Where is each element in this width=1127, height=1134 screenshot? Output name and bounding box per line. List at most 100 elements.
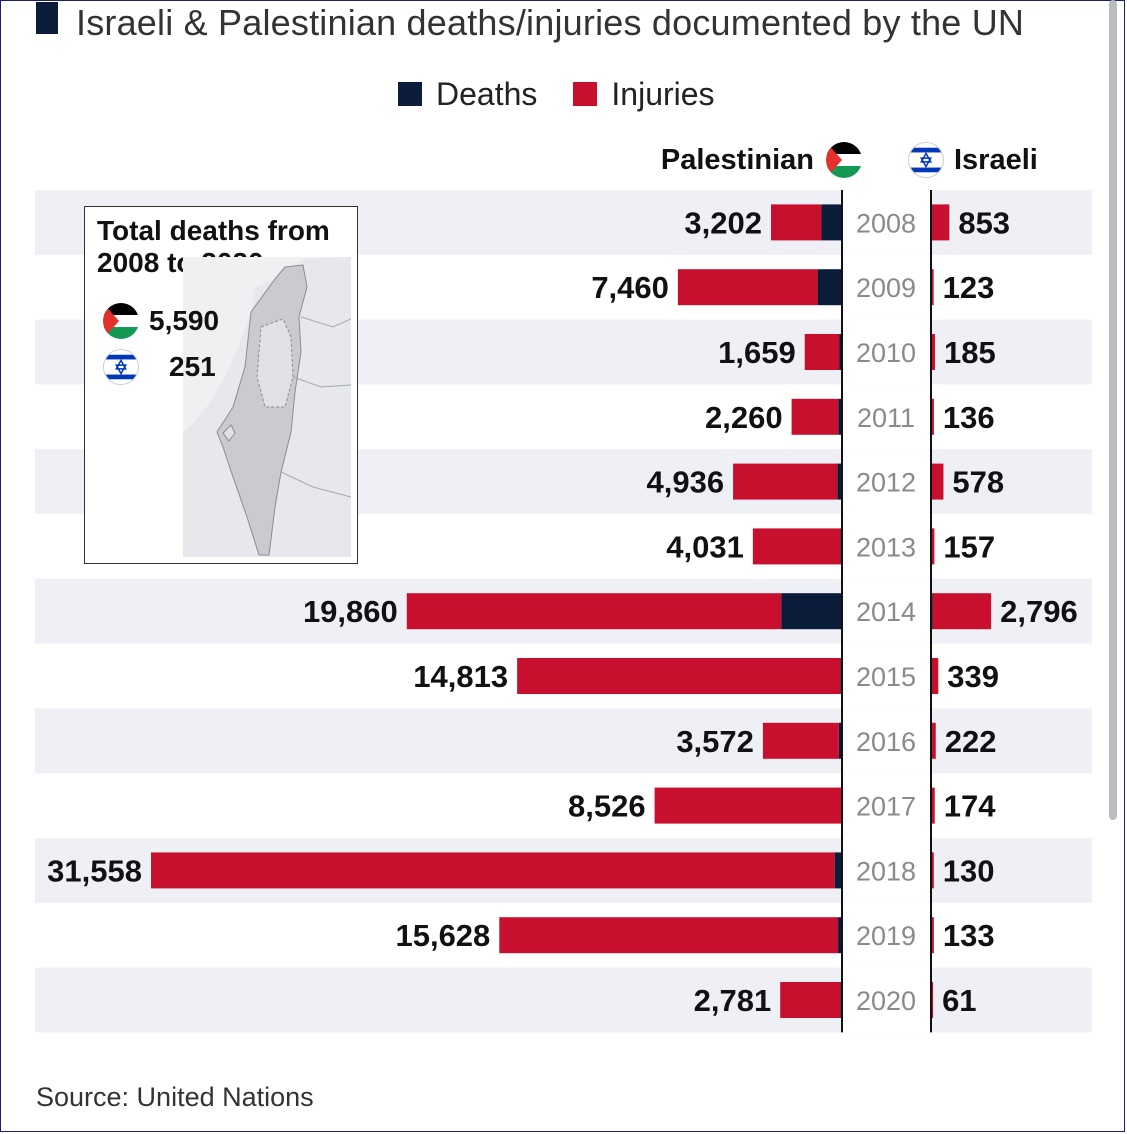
label-palestinian-total-2016: 3,572 bbox=[676, 724, 754, 759]
year-label-2008: 2008 bbox=[856, 208, 916, 238]
bar-israeli-injuries-2012 bbox=[931, 463, 944, 500]
bar-palestinian-deaths-2012 bbox=[837, 463, 841, 500]
bar-palestinian-deaths-2008 bbox=[821, 204, 841, 241]
bar-israeli-injuries-2011 bbox=[931, 398, 934, 435]
label-palestinian-total-2020: 2,781 bbox=[694, 983, 772, 1018]
label-palestinian-total-2013: 4,031 bbox=[666, 529, 744, 564]
label-israeli-total-2016: 222 bbox=[945, 724, 997, 759]
year-cell-bg bbox=[841, 838, 931, 903]
bar-israeli-injuries-2013 bbox=[931, 528, 935, 565]
label-palestinian-total-2010: 1,659 bbox=[718, 335, 796, 370]
israel-flag-icon bbox=[103, 349, 139, 385]
year-cell-bg bbox=[841, 449, 931, 514]
bar-palestinian-injuries-2013 bbox=[752, 528, 841, 565]
label-israeli-total-2013: 157 bbox=[943, 529, 995, 564]
label-israeli-total-2014: 2,796 bbox=[1000, 594, 1078, 629]
legend-swatch-injuries bbox=[573, 82, 598, 106]
bar-israeli-injuries-2016 bbox=[931, 722, 936, 759]
label-palestinian-total-2017: 8,526 bbox=[568, 789, 646, 824]
bar-palestinian-injuries-2008 bbox=[770, 204, 822, 241]
legend-swatch-deaths bbox=[398, 82, 422, 106]
bar-palestinian-injuries-2019 bbox=[499, 917, 839, 954]
israeli-header-label: Israeli bbox=[954, 143, 1038, 176]
bar-palestinian-deaths-2019 bbox=[838, 917, 841, 954]
legend-item-deaths: Deaths bbox=[398, 76, 537, 113]
bar-israeli-injuries-2017 bbox=[931, 787, 935, 824]
label-israeli-total-2015: 339 bbox=[947, 659, 999, 694]
label-palestinian-total-2009: 7,460 bbox=[591, 270, 669, 305]
year-label-2010: 2010 bbox=[856, 338, 916, 368]
israeli-header: Israeli bbox=[908, 138, 1038, 182]
bar-palestinian-injuries-2010 bbox=[804, 334, 840, 370]
palestine-flag-icon bbox=[826, 142, 862, 178]
bar-palestinian-deaths-2010 bbox=[839, 334, 841, 370]
bar-palestinian-injuries-2014 bbox=[406, 593, 782, 630]
label-israeli-total-2009: 123 bbox=[943, 270, 995, 305]
inset-total-deaths: Total deaths from 2008 to 2020 5,590 bbox=[84, 206, 358, 564]
label-palestinian-total-2019: 15,628 bbox=[395, 918, 490, 953]
year-cell-bg bbox=[841, 190, 931, 255]
bar-palestinian-injuries-2018 bbox=[151, 852, 835, 889]
bar-palestinian-injuries-2011 bbox=[791, 398, 839, 435]
label-palestinian-total-2012: 4,936 bbox=[646, 465, 724, 500]
israel-palestine-map-icon bbox=[183, 257, 351, 557]
label-palestinian-total-2018: 31,558 bbox=[47, 853, 142, 888]
year-cell-bg bbox=[841, 708, 931, 774]
bar-israeli-injuries-2014 bbox=[932, 593, 992, 630]
bar-palestinian-deaths-2020 bbox=[840, 982, 841, 1018]
legend-label-deaths: Deaths bbox=[436, 75, 538, 112]
bar-israeli-injuries-2010 bbox=[931, 334, 935, 370]
bar-palestinian-injuries-2020 bbox=[780, 982, 841, 1018]
source-note: Source: United Nations bbox=[36, 1082, 314, 1112]
bar-palestinian-deaths-2016 bbox=[838, 722, 841, 759]
year-label-2019: 2019 bbox=[856, 921, 916, 951]
year-label-2013: 2013 bbox=[856, 532, 916, 562]
bar-palestinian-deaths-2015 bbox=[840, 658, 841, 694]
vertical-scrollbar[interactable] bbox=[1109, 0, 1117, 820]
palestine-flag-icon bbox=[103, 303, 139, 339]
inset-row-palestinian: 5,590 bbox=[103, 303, 219, 339]
year-cell-bg bbox=[841, 319, 931, 385]
bar-palestinian-deaths-2009 bbox=[817, 269, 841, 306]
label-palestinian-total-2011: 2,260 bbox=[705, 400, 783, 435]
bar-palestinian-injuries-2012 bbox=[733, 463, 838, 500]
bar-israeli-injuries-2020 bbox=[931, 982, 934, 1018]
year-label-2009: 2009 bbox=[856, 273, 916, 303]
year-label-2017: 2017 bbox=[856, 792, 916, 822]
palestinian-header-label: Palestinian bbox=[660, 143, 814, 176]
year-label-2015: 2015 bbox=[856, 662, 916, 692]
legend-label-injuries: Injuries bbox=[611, 75, 715, 112]
bar-palestinian-deaths-2011 bbox=[838, 398, 841, 435]
inset-row-israeli: 251 bbox=[103, 349, 216, 385]
year-label-2020: 2020 bbox=[856, 986, 916, 1016]
inset-israeli-total: 251 bbox=[169, 351, 216, 382]
bar-palestinian-deaths-2013 bbox=[840, 528, 841, 565]
year-label-2014: 2014 bbox=[856, 597, 916, 627]
label-palestinian-total-2008: 3,202 bbox=[684, 205, 762, 240]
palestinian-header: Palestinian bbox=[600, 138, 862, 182]
bar-palestinian-injuries-2016 bbox=[762, 722, 839, 759]
year-label-2016: 2016 bbox=[856, 727, 916, 757]
inset-palestinian-total: 5,590 bbox=[149, 305, 220, 336]
bar-palestinian-deaths-2014 bbox=[781, 593, 841, 630]
label-israeli-total-2008: 853 bbox=[958, 205, 1010, 240]
year-label-2018: 2018 bbox=[856, 856, 916, 886]
label-israeli-total-2012: 578 bbox=[952, 465, 1004, 500]
year-label-2012: 2012 bbox=[856, 468, 916, 498]
label-palestinian-total-2015: 14,813 bbox=[413, 659, 508, 694]
israel-flag-icon bbox=[908, 142, 944, 178]
bar-palestinian-injuries-2015 bbox=[517, 658, 841, 694]
chart-title: Israeli & Palestinian deaths/injuries do… bbox=[76, 2, 1025, 43]
legend: Deaths Injuries bbox=[398, 74, 751, 114]
bar-israeli-injuries-2015 bbox=[931, 658, 939, 694]
bar-palestinian-deaths-2018 bbox=[834, 852, 841, 889]
title-accent-bar bbox=[36, 2, 58, 34]
bar-israeli-injuries-2019 bbox=[931, 917, 934, 954]
label-israeli-total-2019: 133 bbox=[943, 918, 995, 953]
year-cell-bg bbox=[841, 967, 931, 1033]
label-israeli-total-2011: 136 bbox=[943, 400, 995, 435]
bar-israeli-injuries-2018 bbox=[931, 852, 934, 889]
label-israeli-total-2020: 61 bbox=[942, 983, 976, 1018]
